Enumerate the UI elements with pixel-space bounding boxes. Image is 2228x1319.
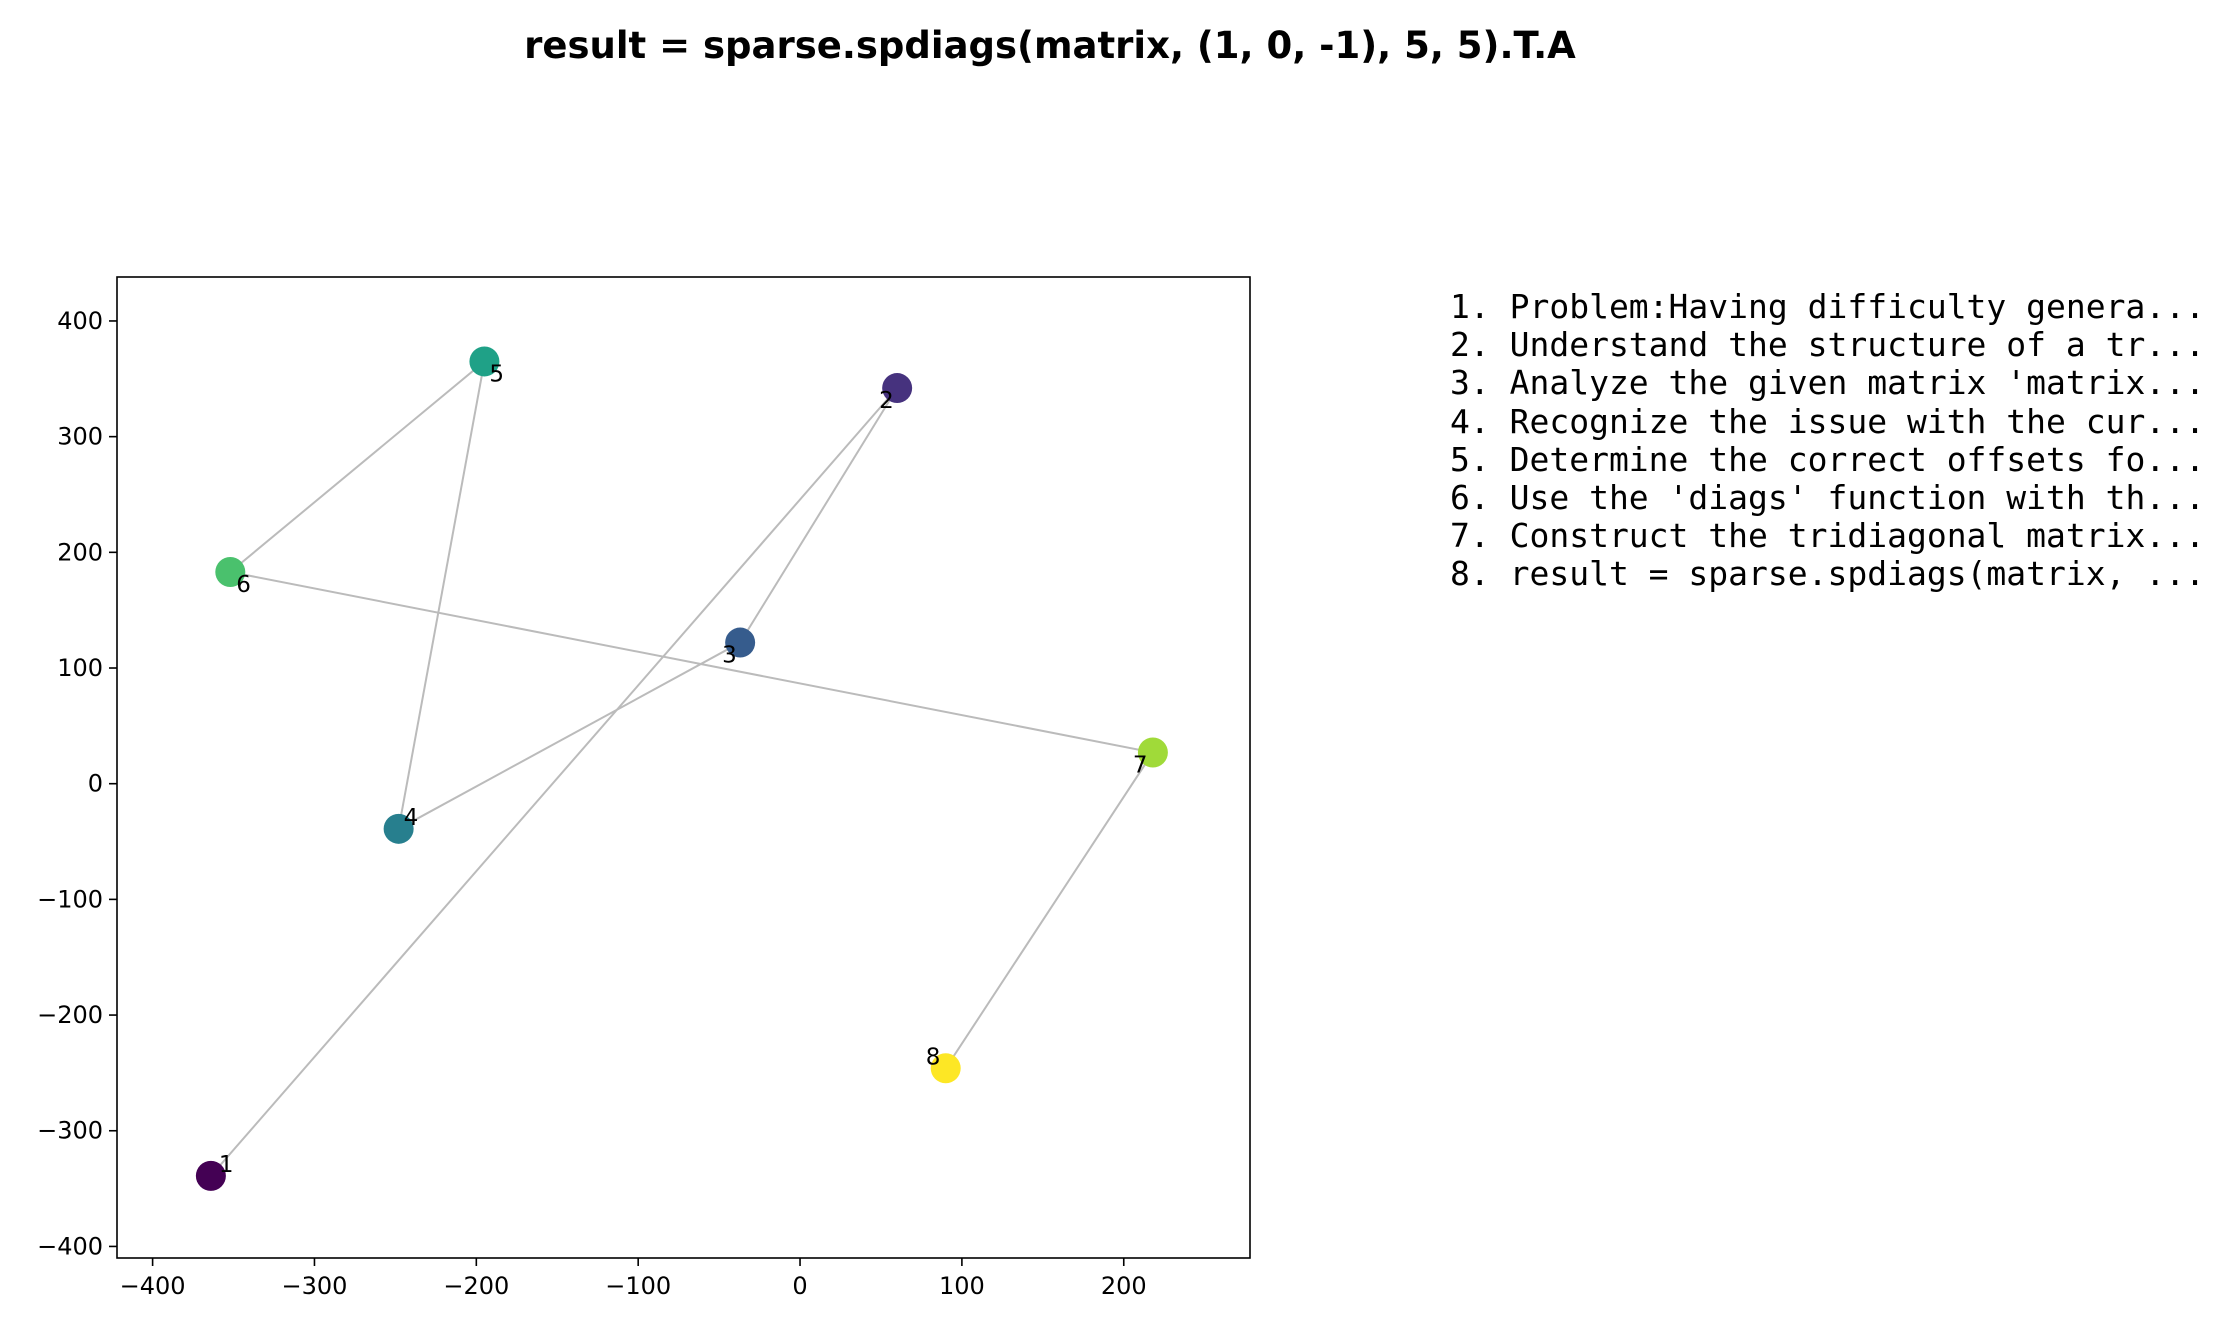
point-labels: 1 2 3 4 5 6 7 8 bbox=[219, 361, 1148, 1177]
connector-line bbox=[398, 641, 741, 830]
data-point bbox=[195, 1160, 226, 1191]
data-points bbox=[195, 346, 1168, 1191]
data-point bbox=[882, 373, 913, 404]
point-label: 7 bbox=[1133, 752, 1148, 778]
point-label: 3 bbox=[722, 643, 737, 669]
x-tick-label: 200 bbox=[1101, 1272, 1147, 1300]
x-tick-label: 100 bbox=[939, 1272, 985, 1300]
y-tick-label: 300 bbox=[57, 423, 103, 451]
data-point bbox=[469, 346, 500, 377]
x-axis-ticks: −400 −300 −200 −100 0 100 200 bbox=[120, 1258, 1147, 1300]
step-item: 2. Understand the structure of a tr... bbox=[1450, 325, 2205, 365]
x-tick-label: 0 bbox=[792, 1272, 807, 1300]
step-item: 7. Construct the tridiagonal matrix... bbox=[1450, 516, 2205, 556]
connector-line bbox=[210, 387, 898, 1177]
step-item: 5. Determine the correct offsets fo... bbox=[1450, 439, 2205, 479]
x-tick-label: −200 bbox=[443, 1272, 509, 1300]
y-tick-label: −100 bbox=[37, 885, 103, 913]
chart-title: result = sparse.spdiags(matrix, (1, 0, -… bbox=[524, 24, 1576, 67]
step-item: 3. Analyze the given matrix 'matrix... bbox=[1450, 363, 2205, 403]
connector-lines bbox=[210, 360, 1154, 1177]
connector-line bbox=[397, 361, 486, 829]
data-point bbox=[383, 813, 414, 844]
data-point bbox=[725, 627, 756, 658]
step-item: 1. Problem:Having difficulty genera... bbox=[1450, 287, 2205, 326]
point-label: 4 bbox=[404, 805, 419, 831]
data-point bbox=[215, 556, 246, 587]
step-list: 1. Problem:Having difficulty genera... 2.… bbox=[1450, 287, 2205, 594]
point-label: 2 bbox=[879, 388, 894, 414]
step-item: 8. result = sparse.spdiags(matrix, ... bbox=[1450, 554, 2205, 594]
y-tick-label: 0 bbox=[88, 770, 103, 798]
y-tick-label: 100 bbox=[57, 654, 103, 682]
y-tick-label: −200 bbox=[37, 1001, 103, 1029]
connector-line bbox=[944, 751, 1154, 1069]
point-label: 8 bbox=[926, 1044, 941, 1070]
y-axis-ticks: −400 −300 −200 −100 0 100 200 300 400 bbox=[37, 307, 117, 1260]
step-item: 6. Use the 'diags' function with th... bbox=[1450, 478, 2205, 518]
data-point bbox=[930, 1053, 961, 1084]
y-tick-label: −400 bbox=[37, 1232, 103, 1260]
connector-line bbox=[230, 571, 1154, 754]
x-tick-label: −300 bbox=[282, 1272, 348, 1300]
data-point bbox=[1137, 737, 1168, 768]
y-tick-label: 200 bbox=[57, 538, 103, 566]
y-tick-label: 400 bbox=[57, 307, 103, 335]
connector-line bbox=[739, 387, 899, 644]
y-tick-label: −300 bbox=[37, 1117, 103, 1145]
plot-area-frame bbox=[116, 276, 1251, 1259]
x-tick-label: −400 bbox=[120, 1272, 186, 1300]
point-label: 1 bbox=[219, 1152, 234, 1178]
step-item: 4. Recognize the issue with the cur... bbox=[1450, 401, 2205, 441]
x-tick-label: −100 bbox=[605, 1272, 671, 1300]
point-label: 6 bbox=[236, 572, 251, 598]
point-label: 5 bbox=[489, 361, 504, 387]
connector-line bbox=[229, 360, 486, 573]
